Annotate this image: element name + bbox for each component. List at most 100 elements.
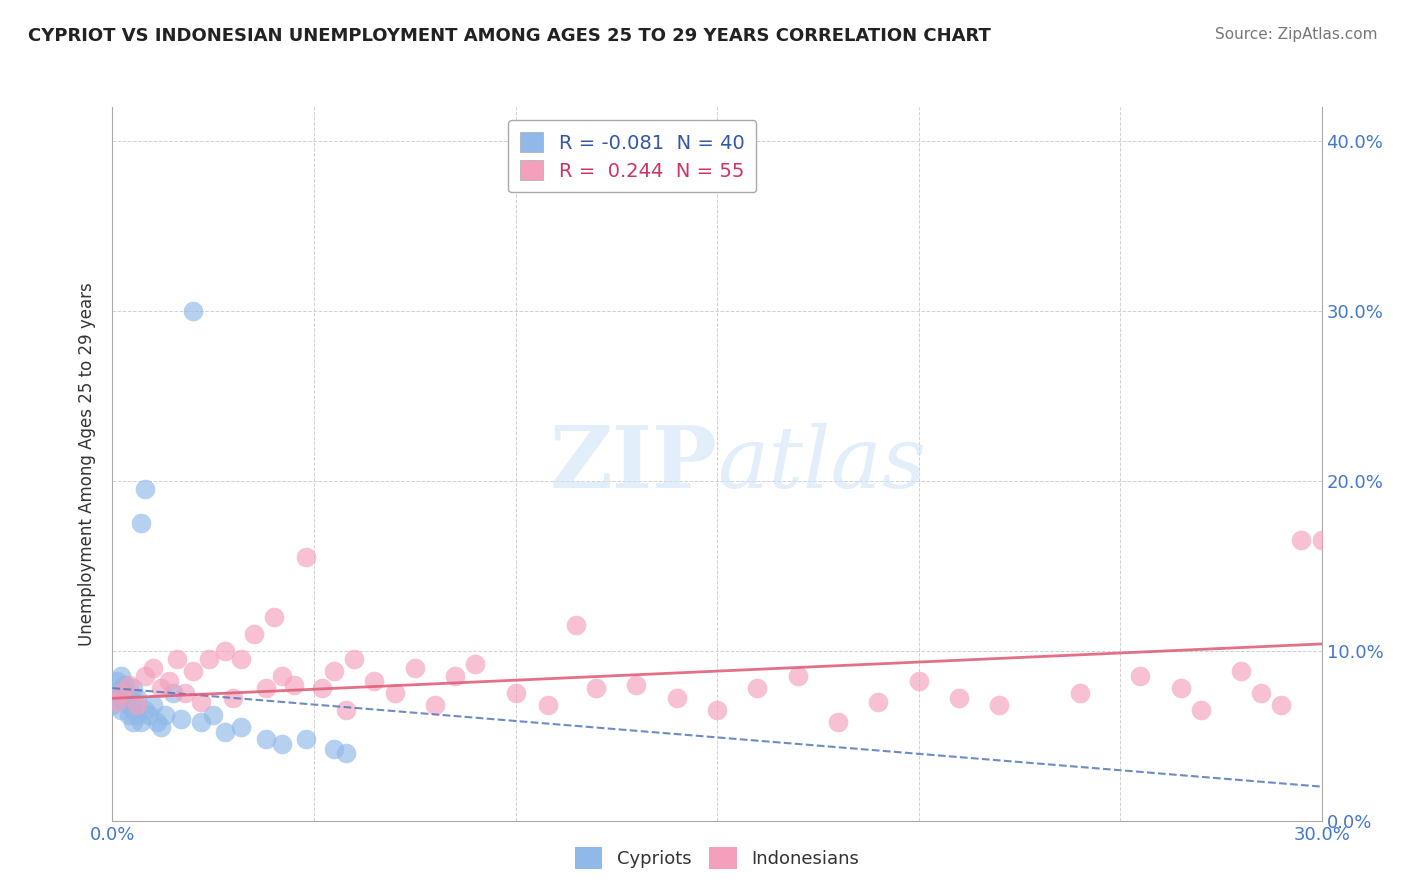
Point bbox=[423, 698, 446, 712]
Point bbox=[149, 720, 172, 734]
Point bbox=[706, 703, 728, 717]
Point bbox=[149, 681, 172, 695]
Point bbox=[295, 550, 318, 565]
Point bbox=[335, 746, 357, 760]
Text: atlas: atlas bbox=[717, 423, 927, 505]
Point bbox=[174, 686, 197, 700]
Point bbox=[323, 742, 346, 756]
Point bbox=[129, 516, 152, 531]
Point bbox=[222, 691, 245, 706]
Point bbox=[125, 708, 148, 723]
Point bbox=[1250, 686, 1272, 700]
Point bbox=[117, 698, 139, 712]
Point bbox=[146, 715, 169, 730]
Point bbox=[254, 681, 277, 695]
Point bbox=[1069, 686, 1091, 700]
Point bbox=[270, 737, 292, 751]
Point bbox=[335, 703, 357, 717]
Point bbox=[117, 678, 139, 692]
Text: CYPRIOT VS INDONESIAN UNEMPLOYMENT AMONG AGES 25 TO 29 YEARS CORRELATION CHART: CYPRIOT VS INDONESIAN UNEMPLOYMENT AMONG… bbox=[28, 27, 991, 45]
Point bbox=[505, 686, 527, 700]
Point bbox=[948, 691, 970, 706]
Point bbox=[1170, 681, 1192, 695]
Point bbox=[1230, 664, 1253, 678]
Point bbox=[162, 686, 184, 700]
Point bbox=[142, 698, 165, 712]
Point bbox=[907, 674, 929, 689]
Point bbox=[198, 652, 221, 666]
Point bbox=[537, 698, 560, 712]
Point bbox=[121, 695, 143, 709]
Point bbox=[827, 715, 849, 730]
Point bbox=[626, 678, 648, 692]
Point bbox=[295, 732, 318, 747]
Point bbox=[110, 686, 132, 700]
Point bbox=[254, 732, 277, 747]
Point bbox=[105, 695, 128, 709]
Point bbox=[1291, 533, 1313, 548]
Point bbox=[125, 691, 148, 706]
Point bbox=[565, 618, 588, 632]
Point bbox=[121, 703, 143, 717]
Point bbox=[114, 686, 136, 700]
Point bbox=[170, 712, 193, 726]
Point bbox=[134, 483, 156, 497]
Point bbox=[323, 664, 346, 678]
Point bbox=[343, 652, 366, 666]
Text: Source: ZipAtlas.com: Source: ZipAtlas.com bbox=[1215, 27, 1378, 42]
Point bbox=[190, 695, 212, 709]
Point bbox=[1189, 703, 1212, 717]
Legend: Cypriots, Indonesians: Cypriots, Indonesians bbox=[568, 839, 866, 876]
Point bbox=[444, 669, 467, 683]
Point bbox=[142, 661, 165, 675]
Text: ZIP: ZIP bbox=[550, 422, 717, 506]
Point bbox=[110, 669, 132, 683]
Point bbox=[464, 657, 486, 672]
Point bbox=[157, 674, 180, 689]
Point bbox=[231, 720, 253, 734]
Point bbox=[114, 678, 136, 692]
Point bbox=[786, 669, 808, 683]
Point bbox=[121, 681, 143, 695]
Point bbox=[270, 669, 292, 683]
Point bbox=[1270, 698, 1292, 712]
Point bbox=[665, 691, 688, 706]
Point bbox=[384, 686, 406, 700]
Point bbox=[263, 609, 285, 624]
Point bbox=[311, 681, 333, 695]
Point bbox=[363, 674, 385, 689]
Point bbox=[114, 695, 136, 709]
Point bbox=[129, 715, 152, 730]
Point bbox=[110, 703, 132, 717]
Point bbox=[231, 652, 253, 666]
Point bbox=[117, 708, 139, 723]
Point bbox=[166, 652, 188, 666]
Point bbox=[134, 669, 156, 683]
Point bbox=[283, 678, 305, 692]
Point bbox=[242, 626, 264, 640]
Point bbox=[134, 703, 156, 717]
Point bbox=[181, 664, 204, 678]
Y-axis label: Unemployment Among Ages 25 to 29 years: Unemployment Among Ages 25 to 29 years bbox=[77, 282, 96, 646]
Point bbox=[585, 681, 607, 695]
Point bbox=[1129, 669, 1152, 683]
Point bbox=[110, 681, 132, 695]
Point bbox=[202, 708, 225, 723]
Point bbox=[1310, 533, 1333, 548]
Point bbox=[988, 698, 1011, 712]
Point bbox=[214, 644, 236, 658]
Point bbox=[117, 691, 139, 706]
Point bbox=[125, 698, 148, 712]
Point bbox=[190, 715, 212, 730]
Point bbox=[101, 686, 124, 700]
Point bbox=[747, 681, 769, 695]
Point bbox=[138, 708, 160, 723]
Point bbox=[181, 304, 204, 318]
Point bbox=[121, 715, 143, 730]
Point bbox=[214, 725, 236, 739]
Point bbox=[105, 691, 128, 706]
Point bbox=[868, 695, 890, 709]
Point bbox=[101, 698, 124, 712]
Point bbox=[404, 661, 426, 675]
Point bbox=[105, 674, 128, 689]
